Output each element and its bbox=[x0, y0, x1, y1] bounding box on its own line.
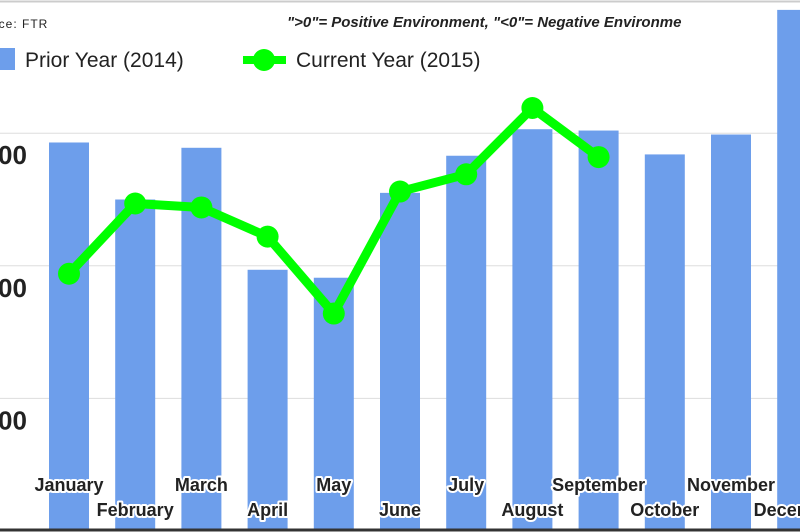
x-tick-june: June bbox=[379, 500, 421, 520]
point-june bbox=[389, 180, 411, 203]
x-tick-january: January bbox=[34, 475, 103, 495]
x-tick-february: February bbox=[97, 500, 174, 520]
x-tick-april: April bbox=[247, 500, 288, 520]
point-september bbox=[587, 146, 610, 169]
legend-marker-current-year bbox=[253, 49, 275, 71]
x-tick-december: December bbox=[754, 500, 800, 520]
annotation: ">0"= Positive Environment, "<0"= Negati… bbox=[287, 14, 681, 31]
y-tick-label: 00 bbox=[0, 273, 27, 303]
bar-september bbox=[578, 130, 619, 531]
x-tick-july: July bbox=[448, 475, 484, 495]
bar-december bbox=[777, 9, 800, 531]
point-may bbox=[322, 302, 345, 325]
y-tick-label: 00 bbox=[0, 140, 27, 170]
legend-swatch-prior-year bbox=[0, 48, 15, 70]
point-january bbox=[58, 262, 80, 285]
bar-june bbox=[380, 192, 420, 531]
x-tick-march: March bbox=[175, 475, 228, 495]
bar-january bbox=[49, 142, 89, 531]
x-tick-november: November bbox=[687, 475, 775, 495]
x-tick-september: September bbox=[552, 475, 645, 495]
source-label: urce: FTR bbox=[0, 17, 48, 31]
bar-april bbox=[247, 269, 288, 531]
legend-label-current-year: Current Year (2015) bbox=[296, 49, 480, 72]
x-tick-october: October bbox=[630, 500, 699, 520]
point-february bbox=[124, 192, 147, 215]
bar-november bbox=[711, 134, 751, 531]
bar-august bbox=[512, 129, 553, 532]
point-march bbox=[190, 196, 213, 219]
x-tick-august: August bbox=[501, 500, 563, 520]
bar-february bbox=[115, 199, 156, 531]
y-tick-label: 00 bbox=[0, 405, 27, 435]
legend: Prior Year (2014) Current Year (2015) bbox=[0, 48, 480, 72]
bar-july bbox=[446, 155, 487, 531]
legend-label-prior-year: Prior Year (2014) bbox=[25, 49, 184, 72]
point-july bbox=[455, 163, 478, 186]
bar-october bbox=[644, 154, 685, 531]
point-august bbox=[521, 97, 544, 120]
x-tick-may: May bbox=[316, 475, 351, 495]
point-april bbox=[256, 225, 279, 248]
